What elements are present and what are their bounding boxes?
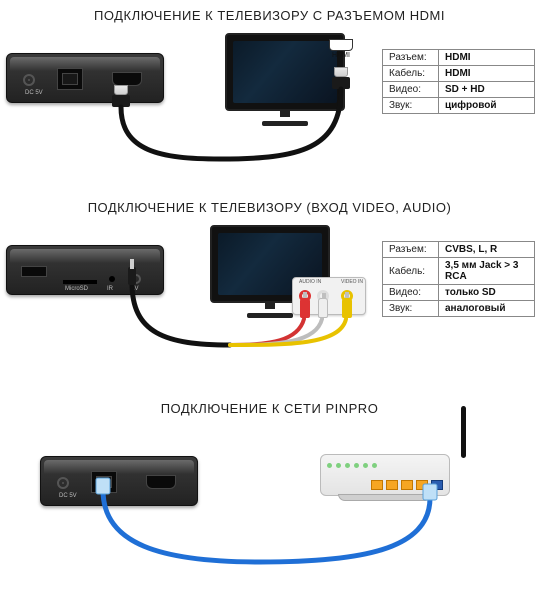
spec-key: Разъем: (383, 242, 439, 258)
spec-val: только SD (439, 285, 535, 301)
rca-panel: AUDIO IN VIDEO IN (292, 277, 366, 315)
section-title: ПОДКЛЮЧЕНИЕ К СЕТИ PINPRO (0, 401, 539, 416)
dc-label: DC 5V (59, 493, 77, 499)
usb-port-icon (21, 266, 47, 277)
spec-row: Разъем:CVBS, L, R (383, 242, 535, 258)
lan-port-icon (386, 480, 398, 490)
router-icon (320, 454, 470, 496)
spec-key: Кабель: (383, 66, 439, 82)
ir-label: IR (107, 286, 113, 292)
settop-box-rear: DC 5V (6, 53, 164, 103)
scene-network: DC 5V (0, 434, 539, 574)
microsd-label: MicroSD (65, 286, 88, 292)
lan-port-icon (401, 480, 413, 490)
rca-plug-red-icon (300, 298, 310, 318)
spec-key: Звук: (383, 301, 439, 317)
section-network: ПОДКЛЮЧЕНИЕ К СЕТИ PINPRO DC 5V (0, 395, 539, 560)
hdmi-port-icon (112, 72, 142, 86)
spec-val: цифровой (439, 98, 535, 114)
spec-table-hdmi: Разъем:HDMI Кабель:HDMI Видео:SD + HD Зв… (382, 49, 535, 114)
spec-row: Кабель:HDMI (383, 66, 535, 82)
av-label: AV (131, 286, 139, 292)
spec-row: Кабель:3,5 мм Jack > 3 RCA (383, 258, 535, 285)
antenna-icon (461, 406, 466, 458)
ethernet-port-icon (57, 68, 83, 90)
section-hdmi: ПОДКЛЮЧЕНИЕ К ТЕЛЕВИЗОРУ С РАЗЪЕМОМ HDMI… (0, 8, 539, 188)
video-in-label: VIDEO IN (341, 279, 363, 285)
av-jack-icon (131, 274, 141, 284)
spec-key: Видео: (383, 82, 439, 98)
lan-port-icon (371, 480, 383, 490)
section-av: ПОДКЛЮЧЕНИЕ К ТЕЛЕВИЗОРУ (ВХОД VIDEO, AU… (0, 200, 539, 380)
hdmi-icon: HDMI (329, 39, 353, 59)
ethernet-port-icon (91, 471, 117, 493)
dc-port-icon (23, 74, 35, 86)
settop-box-rear: DC 5V (40, 456, 198, 506)
lan-port-icon (416, 480, 428, 490)
dc-port-icon (57, 477, 69, 489)
audio-in-label: AUDIO IN (299, 279, 321, 285)
hdmi-plug-icon (112, 85, 130, 107)
spec-row: Видео:SD + HD (383, 82, 535, 98)
spec-row: Звук:аналоговый (383, 301, 535, 317)
hdmi-icon-label: HDMI (329, 52, 353, 59)
scene-hdmi: DC 5V HDMI Разъем:HDMI Кабель:HDMI Видео… (0, 31, 539, 171)
dc-label: DC 5V (25, 90, 43, 96)
spec-table-av: Разъем:CVBS, L, R Кабель:3,5 мм Jack > 3… (382, 241, 535, 317)
section-title: ПОДКЛЮЧЕНИЕ К ТЕЛЕВИЗОРУ С РАЗЪЕМОМ HDMI (0, 8, 539, 23)
microsd-slot-icon (63, 280, 97, 284)
rca-plug-yellow-icon (342, 298, 352, 318)
spec-row: Разъем:HDMI (383, 50, 535, 66)
scene-av: MicroSD IR AV AUDIO IN VIDEO IN (0, 223, 539, 363)
spec-val: CVBS, L, R (439, 242, 535, 258)
ir-hole-icon (109, 276, 115, 282)
spec-key: Звук: (383, 98, 439, 114)
tv-icon (225, 33, 345, 126)
spec-val: SD + HD (439, 82, 535, 98)
hdmi-port-icon (146, 475, 176, 489)
wan-port-icon (431, 480, 443, 490)
rca-plug-white-icon (318, 298, 328, 318)
section-title: ПОДКЛЮЧЕНИЕ К ТЕЛЕВИЗОРУ (ВХОД VIDEO, AU… (0, 200, 539, 215)
spec-row: Звук:цифровой (383, 98, 535, 114)
spec-val: HDMI (439, 66, 535, 82)
spec-key: Видео: (383, 285, 439, 301)
router-ports (371, 480, 443, 490)
spec-val: 3,5 мм Jack > 3 RCA (439, 258, 535, 285)
spec-key: Кабель: (383, 258, 439, 285)
hdmi-plug-icon (332, 67, 350, 89)
spec-key: Разъем: (383, 50, 439, 66)
spec-val: аналоговый (439, 301, 535, 317)
spec-row: Видео:только SD (383, 285, 535, 301)
settop-box-side: MicroSD IR AV (6, 245, 164, 295)
spec-val: HDMI (439, 50, 535, 66)
